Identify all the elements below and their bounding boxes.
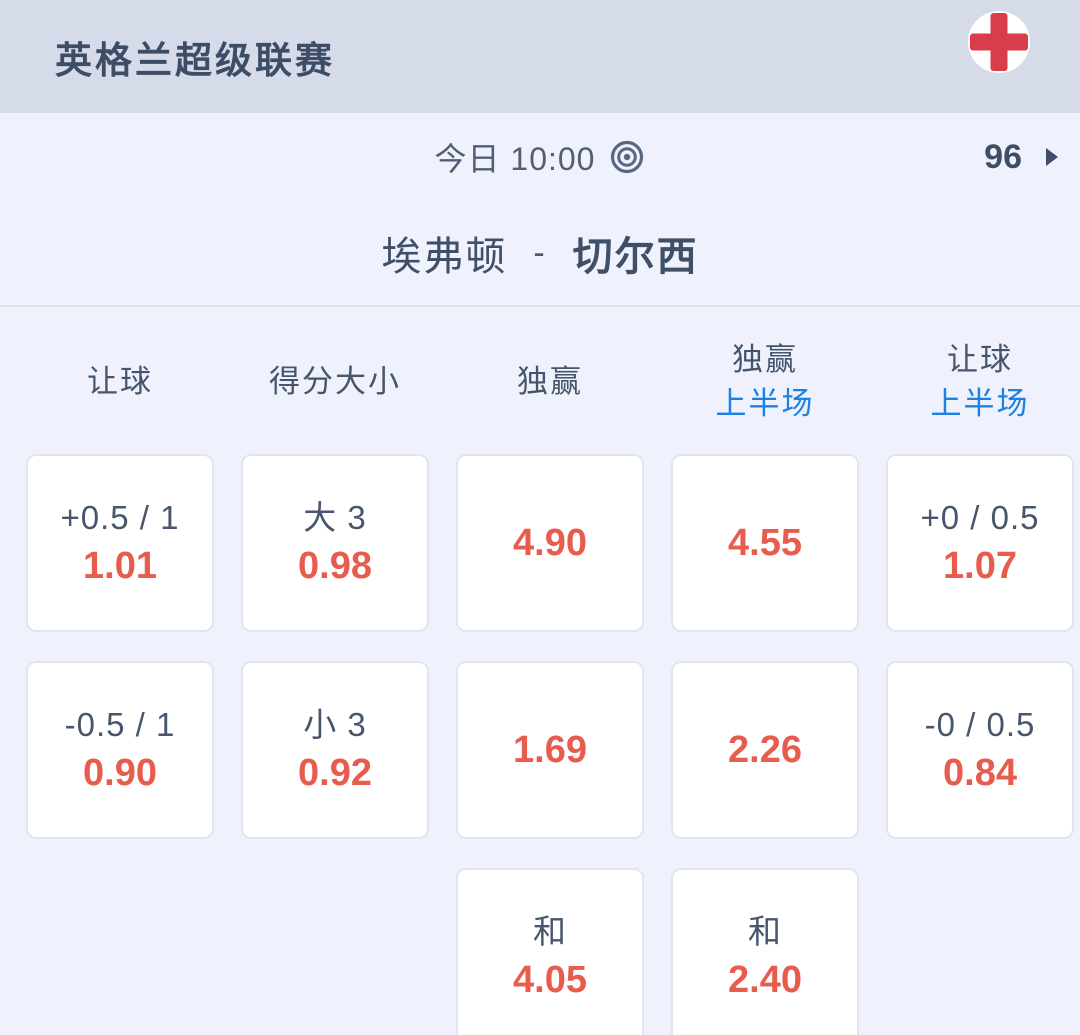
odds-cell-handicap-fh-home[interactable]: +0 / 0.5 1.07 xyxy=(886,454,1074,632)
team-separator: - xyxy=(533,233,547,272)
chevron-right-icon xyxy=(1046,148,1058,166)
odds-cell-moneyline-away[interactable]: 1.69 xyxy=(456,661,644,839)
odds-cell-moneyline-fh-draw[interactable]: 和 2.40 xyxy=(671,868,859,1035)
markets-count: 96 xyxy=(984,137,1022,176)
odds-value: 4.05 xyxy=(513,959,587,1001)
odds-cell-empty xyxy=(241,868,429,1035)
home-team: 埃弗顿 xyxy=(381,235,508,279)
odds-line-label: 小 3 xyxy=(303,706,367,743)
odds-value: 4.90 xyxy=(513,522,587,564)
odds-value: 0.98 xyxy=(298,545,372,587)
match-meta-row: 今日 10:00 96 xyxy=(0,113,1080,201)
odds-value: 0.92 xyxy=(298,752,372,794)
column-header-handicap-first-half: 让球 上半场 xyxy=(930,342,1030,421)
column-header-total-points: 得分大小 xyxy=(269,364,401,399)
odds-cell-moneyline-draw[interactable]: 和 4.05 xyxy=(456,868,644,1035)
odds-cell-under[interactable]: 小 3 0.92 xyxy=(241,661,429,839)
odds-line-label: 大 3 xyxy=(303,499,367,536)
odds-value: 4.55 xyxy=(728,522,802,564)
odds-value: 0.90 xyxy=(83,752,157,794)
odds-value: 2.40 xyxy=(728,959,802,1001)
odds-grid: +0.5 / 1 1.01 大 3 0.98 4.90 4.55 +0 / 0.… xyxy=(26,454,1080,1035)
odds-cell-empty xyxy=(26,868,214,1035)
column-header-moneyline-first-half: 独赢 上半场 xyxy=(715,342,815,421)
odds-cell-moneyline-fh-away[interactable]: 2.26 xyxy=(671,661,859,839)
flag-cross-horizontal xyxy=(970,33,1028,51)
odds-line-label: -0 / 0.5 xyxy=(924,706,1036,743)
odds-line-label: +0 / 0.5 xyxy=(920,499,1040,536)
league-title: 英格兰超级联赛 xyxy=(55,39,335,81)
target-icon xyxy=(611,140,644,174)
odds-cell-moneyline-fh-home[interactable]: 4.55 xyxy=(671,454,859,632)
column-header-moneyline: 独赢 xyxy=(517,364,583,399)
odds-cell-handicap-away[interactable]: -0.5 / 1 0.90 xyxy=(26,661,214,839)
away-team: 切尔西 xyxy=(572,235,699,279)
odds-value: 0.84 xyxy=(943,752,1017,794)
odds-line-label: 和 xyxy=(748,913,782,950)
odds-cell-handicap-home[interactable]: +0.5 / 1 1.01 xyxy=(26,454,214,632)
odds-cell-empty xyxy=(886,868,1074,1035)
match-title: 埃弗顿 - 切尔西 xyxy=(0,201,1080,305)
match-time: 今日 10:00 xyxy=(435,134,646,180)
market-headers: 让球 得分大小 独赢 独赢 上半场 让球 上半场 xyxy=(26,337,1080,427)
odds-value: 1.01 xyxy=(83,545,157,587)
markets-count-button[interactable]: 96 xyxy=(984,138,1080,177)
odds-cell-over[interactable]: 大 3 0.98 xyxy=(241,454,429,632)
league-header-bar: 英格兰超级联赛 xyxy=(0,0,1080,113)
odds-value: 1.69 xyxy=(513,729,587,771)
match-time-label: 今日 10:00 xyxy=(434,141,596,177)
odds-value: 2.26 xyxy=(728,729,802,771)
odds-value: 1.07 xyxy=(943,545,1017,587)
odds-line-label: 和 xyxy=(533,913,567,950)
england-flag-icon xyxy=(968,11,1030,73)
odds-line-label: +0.5 / 1 xyxy=(60,499,180,536)
column-header-handicap: 让球 xyxy=(87,364,153,399)
odds-cell-moneyline-home[interactable]: 4.90 xyxy=(456,454,644,632)
odds-line-label: -0.5 / 1 xyxy=(64,706,176,743)
section-divider xyxy=(0,305,1080,307)
odds-cell-handicap-fh-away[interactable]: -0 / 0.5 0.84 xyxy=(886,661,1074,839)
